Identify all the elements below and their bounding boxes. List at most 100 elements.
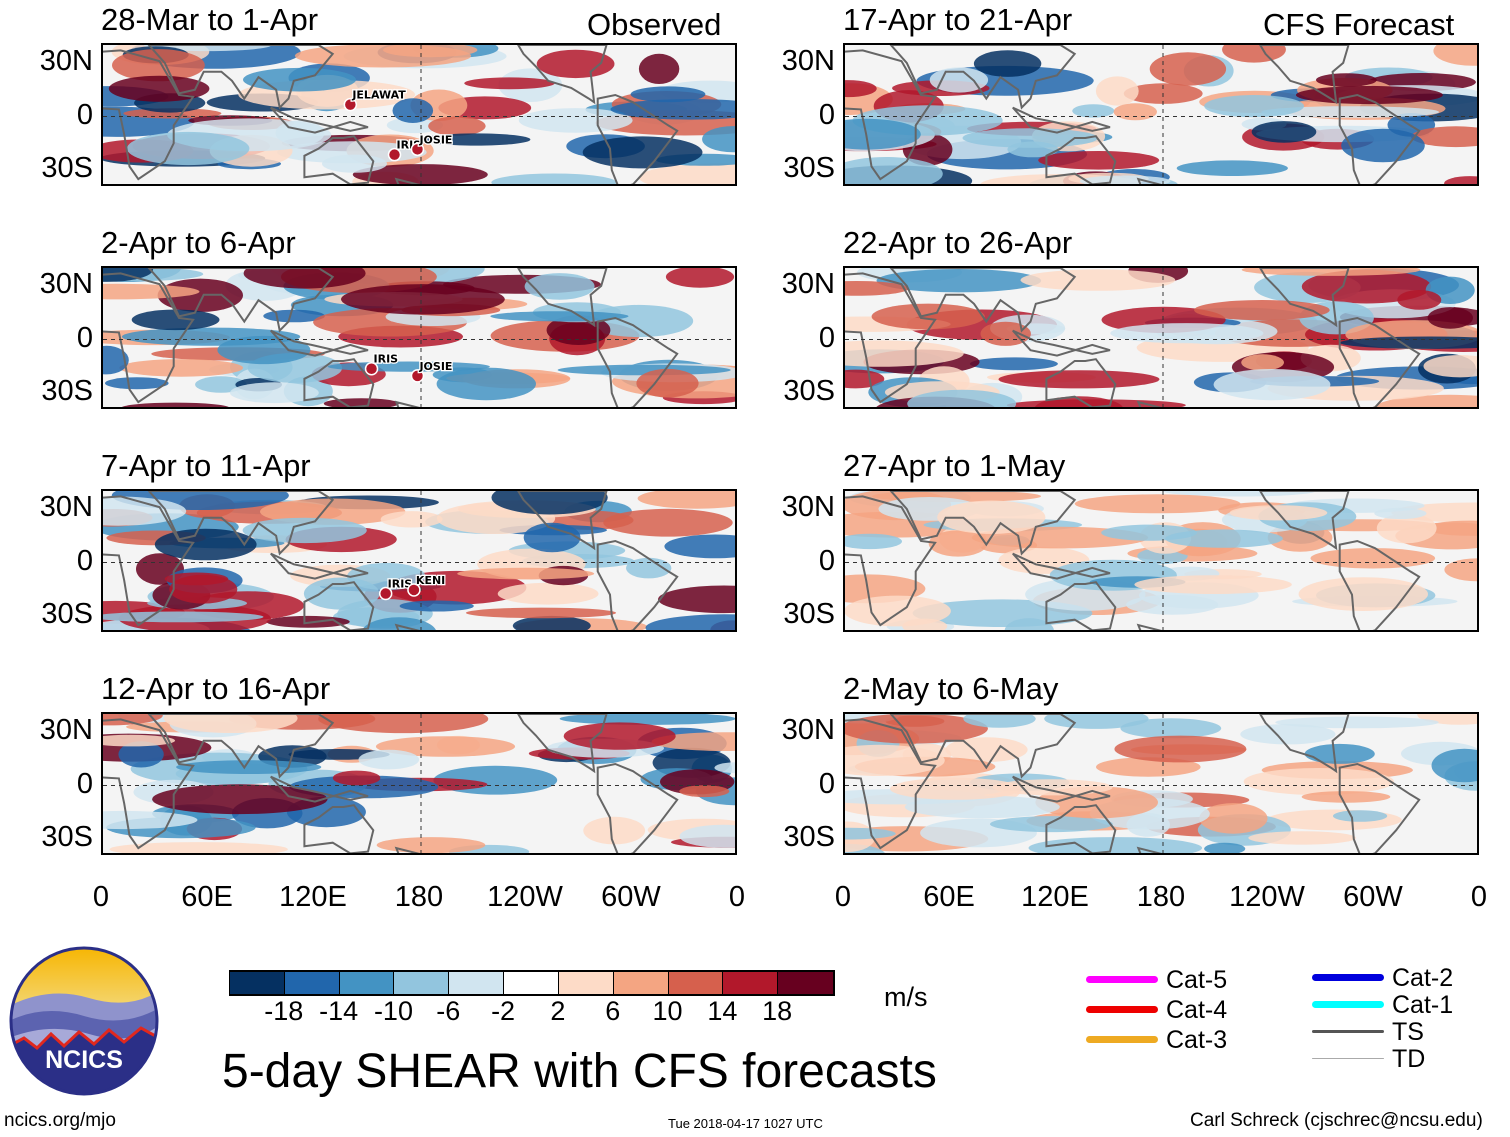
- shear-blob: [992, 779, 1113, 796]
- shear-blob: [103, 611, 264, 623]
- coastline: [1136, 177, 1162, 184]
- coastline: [147, 268, 335, 333]
- shear-blob: [399, 600, 474, 612]
- legend-label: Cat-1: [1392, 991, 1454, 1019]
- shear-map: IRIS KENI: [103, 491, 735, 630]
- storm-marker: [387, 147, 402, 162]
- coastline: [1045, 135, 1117, 184]
- shear-blob: [318, 714, 489, 734]
- shear-blob: [1038, 151, 1160, 170]
- shear-blob: [990, 816, 1113, 833]
- x-tick-label: 120E: [279, 881, 347, 913]
- y-tick-label: 30S: [783, 375, 835, 408]
- coastline: [596, 93, 679, 184]
- coastline: [1045, 358, 1117, 407]
- shear-blob: [637, 491, 735, 509]
- panel-title: 28-Mar to 1-Apr: [101, 2, 319, 37]
- footer-url[interactable]: ncics.org/mjo: [4, 1110, 116, 1131]
- shear-blob: [1113, 103, 1157, 121]
- shear-blob: [332, 770, 381, 786]
- shear-blob: [1114, 735, 1247, 763]
- shear-blob: [630, 86, 706, 103]
- coastline: [147, 45, 335, 110]
- shear-blob: [904, 795, 1060, 819]
- y-tick-label: 30S: [783, 598, 835, 631]
- shear-blob: [876, 269, 1042, 293]
- shear-blob: [362, 617, 436, 630]
- storm-label: JELAWAT: [351, 89, 406, 102]
- shear-blob: [1316, 73, 1377, 87]
- coastline: [517, 45, 608, 105]
- coastline: [303, 581, 375, 630]
- shear-blob: [491, 173, 617, 184]
- shear-blob: [1444, 176, 1477, 184]
- shear-blob: [559, 714, 735, 725]
- shear-blob: [1241, 354, 1284, 371]
- footer-timestamp: Tue 2018-04-17 1027 UTC: [668, 1116, 823, 1131]
- shear-blob: [679, 785, 730, 798]
- colorbar-swatch: [612, 970, 670, 996]
- coastline: [596, 762, 679, 853]
- colorbar-swatch: [503, 970, 560, 996]
- coastline: [1338, 316, 1421, 407]
- coastline: [147, 491, 335, 556]
- y-tick-label: 30S: [41, 152, 93, 185]
- y-tick-label: 30S: [41, 821, 93, 854]
- shear-blob: [428, 116, 486, 136]
- coastline: [517, 268, 608, 328]
- shear-blob: [638, 53, 680, 84]
- shear-blob: [154, 528, 257, 561]
- shear-blob: [230, 382, 319, 404]
- storm-marker: [364, 361, 379, 376]
- shear-blob: [127, 131, 250, 166]
- y-tick-label: 0: [76, 98, 93, 131]
- legend-swatch: [1312, 1030, 1384, 1033]
- colorbar-tick-label: 6: [605, 996, 621, 1026]
- coastline: [596, 539, 679, 630]
- coastline: [394, 400, 420, 407]
- coastline: [845, 272, 937, 404]
- shear-blob: [352, 164, 488, 184]
- storm-label: IRIS: [374, 353, 399, 366]
- shear-blob: [1301, 269, 1432, 304]
- coastline: [1012, 106, 1111, 134]
- shear-map-panel: [101, 712, 737, 855]
- shear-map-panel: IRIS KENI: [101, 489, 737, 632]
- shear-blob: [845, 369, 885, 389]
- storm-label: KENI: [416, 574, 445, 587]
- legend-label: Cat-5: [1166, 966, 1228, 994]
- shear-blob: [1028, 837, 1203, 853]
- coastline: [1136, 400, 1162, 407]
- shear-blob: [610, 99, 735, 120]
- shear-blob: [118, 741, 164, 768]
- coastline: [889, 714, 1077, 779]
- shear-blob: [658, 585, 735, 614]
- shear-blob: [1411, 126, 1477, 148]
- shear-blob: [603, 508, 733, 537]
- shear-blob: [1072, 104, 1115, 118]
- shear-blob: [242, 517, 367, 544]
- panel-title: 12-Apr to 16-Apr: [101, 671, 331, 706]
- coastline: [596, 316, 679, 407]
- shear-blob: [1020, 269, 1176, 291]
- coastline: [103, 718, 195, 850]
- shear-blob: [1120, 718, 1222, 739]
- shear-blob: [1007, 141, 1059, 158]
- y-tick-label: 0: [818, 767, 835, 800]
- shear-blob: [243, 268, 366, 289]
- x-tick-label: 60W: [601, 881, 661, 913]
- shear-blob: [1310, 548, 1436, 569]
- coastline: [270, 329, 369, 357]
- shear-blob: [1204, 842, 1246, 853]
- shear-blob: [1149, 52, 1227, 86]
- shear-blob: [702, 126, 735, 153]
- shear-blob: [1298, 577, 1428, 611]
- shear-blob: [1222, 45, 1286, 63]
- shear-blob: [386, 117, 443, 134]
- shear-map: IRIS JOSIE: [103, 268, 735, 407]
- coastline: [845, 718, 937, 850]
- shear-blob: [845, 714, 988, 744]
- logo-text: NCICS: [45, 1046, 123, 1074]
- shear-blob: [937, 500, 1046, 534]
